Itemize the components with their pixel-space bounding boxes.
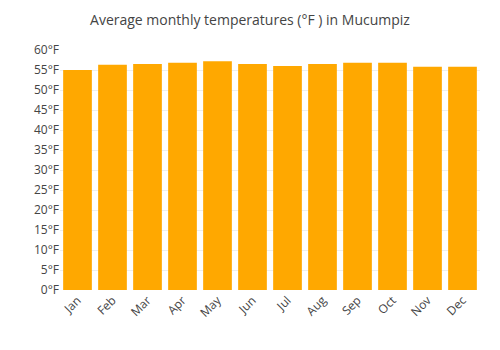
svg-text:55°F: 55°F [34,61,59,78]
svg-text:Mar: Mar [127,292,155,320]
svg-text:Apr: Apr [164,292,190,318]
svg-text:0°F: 0°F [41,281,59,298]
svg-text:30°F: 30°F [34,161,59,178]
svg-text:5°F: 5°F [41,261,59,278]
svg-text:Dec: Dec [443,292,470,319]
svg-text:Sep: Sep [338,292,365,319]
svg-text:50°F: 50°F [34,81,59,98]
svg-text:May: May [196,291,225,320]
svg-text:40°F: 40°F [34,121,59,138]
svg-text:Aug: Aug [302,292,330,320]
svg-text:Jul: Jul [272,292,294,314]
svg-text:45°F: 45°F [34,101,59,118]
svg-text:Feb: Feb [93,292,119,318]
svg-text:20°F: 20°F [34,201,59,218]
svg-text:Nov: Nov [407,292,435,320]
svg-text:Oct: Oct [374,292,400,318]
svg-text:Average monthly temperatures (: Average monthly temperatures (°F ) in Mu… [90,10,410,29]
svg-text:35°F: 35°F [34,141,59,158]
svg-text:60°F: 60°F [34,41,59,58]
svg-text:10°F: 10°F [34,241,59,258]
svg-text:25°F: 25°F [34,181,59,198]
svg-text:Jun: Jun [234,292,259,317]
svg-text:Jan: Jan [60,292,85,317]
svg-text:15°F: 15°F [34,221,59,238]
